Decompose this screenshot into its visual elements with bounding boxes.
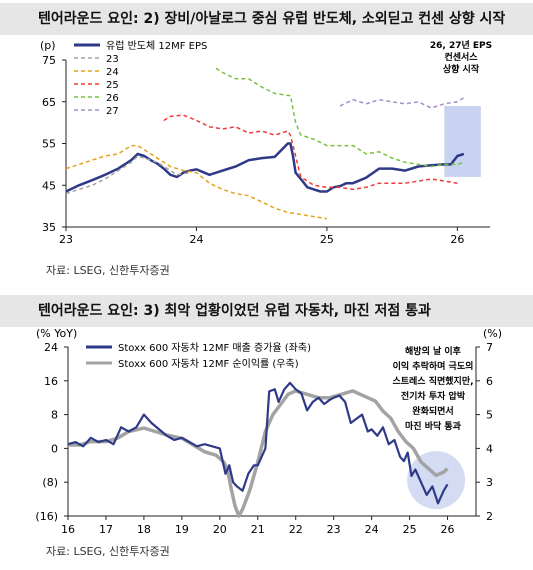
chart2-x-tick-label: 26 bbox=[441, 523, 455, 536]
chart1-legend-label-5: 27 bbox=[106, 106, 119, 117]
chart2-annotation-line: 완화되면서 bbox=[412, 405, 453, 417]
chart2-y-tick-label-left: (16) bbox=[35, 510, 58, 523]
chart1-x-tick-label: 24 bbox=[189, 233, 203, 246]
chart1-x-tick-label: 26 bbox=[450, 233, 464, 246]
chart1-legend-label-3: 25 bbox=[106, 80, 119, 91]
chart2-series-line-1 bbox=[68, 389, 449, 518]
chart2-legend-label-1: Stoxx 600 자동차 12MF 순이익률 (우축) bbox=[118, 358, 299, 370]
chart1-x-tick-label: 25 bbox=[320, 233, 334, 246]
chart2-legend-label-0: Stoxx 600 자동차 12MF 매출 증가율 (좌축) bbox=[118, 342, 311, 354]
chart1-y-tick-label: 55 bbox=[42, 138, 56, 151]
chart2-x-tick-label: 16 bbox=[61, 523, 75, 536]
chart2-title: 텐어라운드 요인: 3) 최악 업황이었던 유럽 자동차, 마진 저점 통과 bbox=[0, 295, 533, 327]
chart1-y-unit: (p) bbox=[40, 39, 56, 52]
chart2-y-tick-label-right: 5 bbox=[486, 409, 493, 422]
chart2-y-tick-label-left: 8 bbox=[51, 409, 58, 422]
chart1-series-line-0 bbox=[65, 142, 465, 193]
chart1-series-line-4 bbox=[215, 67, 465, 168]
chart1: 35 45 55 65 75 (p) 23 24 25 26 유럽 반도체 12MF EPS 23 24… bbox=[40, 39, 492, 246]
chart2-y-tick-label-left: 24 bbox=[44, 341, 58, 354]
chart2-x-tick-label: 20 bbox=[213, 523, 227, 536]
chart2-y-tick-label-left: 0 bbox=[51, 442, 58, 455]
chart2-annotation-line: 이익 추락하며 극도의 bbox=[393, 360, 474, 372]
chart1-y-tick-label: 35 bbox=[42, 221, 56, 234]
chart1-annotation-line: 26, 27년 EPS bbox=[430, 39, 492, 51]
chart2-annotation-line: 해방의 날 이후 bbox=[405, 345, 462, 357]
chart1-highlight-box bbox=[444, 105, 481, 177]
chart1-annotation-line: 컨센서스 bbox=[444, 51, 478, 63]
chart2-x-tick-label: 22 bbox=[289, 523, 303, 536]
chart2-x-tick-label: 18 bbox=[137, 523, 151, 536]
chart2-y-tick-label-left: (8) bbox=[42, 476, 58, 489]
chart1-source: 자료: LSEG, 신한투자증권 bbox=[46, 264, 170, 277]
chart2-y-tick-label-left: 16 bbox=[44, 375, 58, 388]
chart2-annotation-line: 스트레스 직면했지만, bbox=[392, 375, 473, 387]
chart2-series-line-0 bbox=[67, 381, 449, 505]
chart2-x-tick-label: 25 bbox=[403, 523, 417, 536]
chart1-x-tick-label: 23 bbox=[59, 233, 73, 246]
chart2-y-tick-label-right: 7 bbox=[486, 341, 493, 354]
chart1-legend-label-1: 23 bbox=[106, 54, 119, 65]
chart2-y-unit-left: (% YoY) bbox=[36, 327, 77, 340]
chart2-y-tick-label-right: 3 bbox=[486, 476, 493, 489]
chart2-x-tick-label: 19 bbox=[175, 523, 189, 536]
chart2-y-tick-label-right: 4 bbox=[486, 442, 493, 455]
chart1-y-tick-label: 45 bbox=[42, 179, 56, 192]
chart2-y-tick-label-right: 6 bbox=[486, 375, 493, 388]
chart1-series-line-5 bbox=[339, 96, 465, 109]
chart2-highlight-circle bbox=[407, 451, 466, 510]
chart1-title: 텐어라운드 요인: 2) 장비/아날로그 중심 유럽 반도체, 소외딛고 컨센 … bbox=[0, 3, 533, 35]
chart1-series-line-3 bbox=[163, 114, 458, 191]
chart1-annotation-line: 상향 시작 bbox=[443, 63, 480, 75]
chart2-x-tick-label: 21 bbox=[251, 523, 265, 536]
chart1-legend-label-2: 24 bbox=[106, 67, 119, 78]
chart2-annotation-line: 전기차 투자 압박 bbox=[401, 390, 466, 402]
chart2-x-tick-label: 24 bbox=[365, 523, 379, 536]
chart2-annotation-line: 마진 바닥 통과 bbox=[405, 420, 462, 432]
chart1-legend-label-4: 26 bbox=[106, 93, 119, 104]
chart2-y-tick-label-right: 2 bbox=[486, 510, 493, 523]
chart1-y-tick-label: 65 bbox=[42, 96, 56, 109]
chart1-y-tick-label: 75 bbox=[42, 54, 56, 67]
chart1-series-line-2 bbox=[65, 144, 328, 220]
chart2-source: 자료: LSEG, 신한투자증권 bbox=[46, 545, 170, 558]
chart2-x-tick-label: 23 bbox=[327, 523, 341, 536]
chart2-y-unit-right: (%) bbox=[483, 327, 502, 340]
chart1-legend-label-0: 유럽 반도체 12MF EPS bbox=[106, 40, 207, 52]
chart2-x-tick-label: 17 bbox=[99, 523, 113, 536]
